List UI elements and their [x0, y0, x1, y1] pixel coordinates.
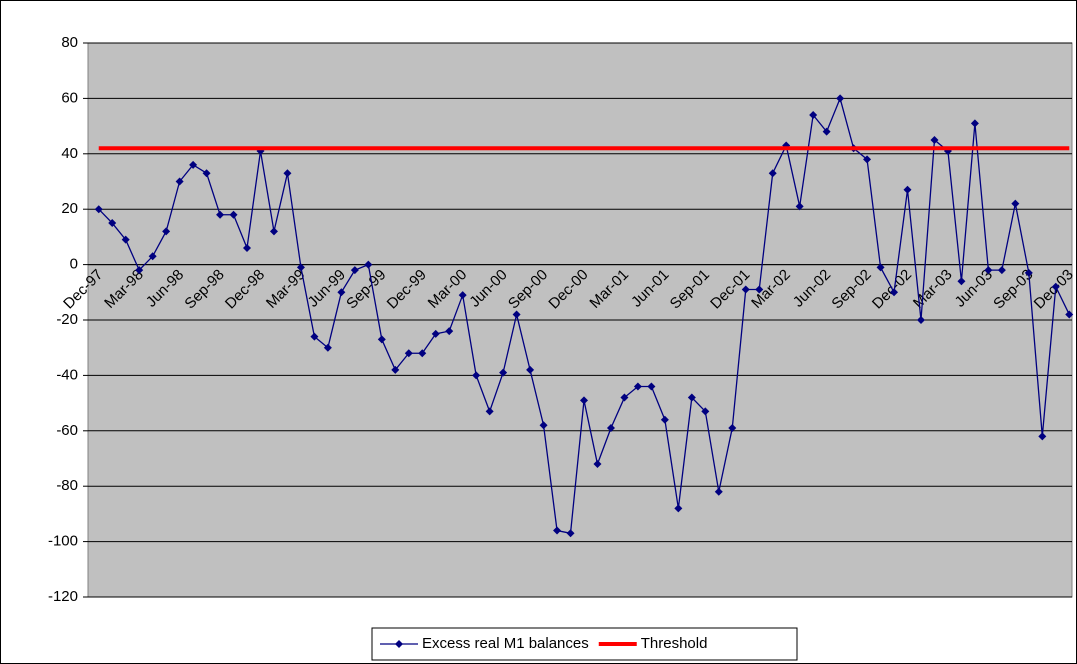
data-point: [499, 368, 508, 377]
data-point: [189, 160, 198, 169]
y-tick-label: 60: [61, 89, 78, 106]
data-point: [741, 285, 750, 294]
data-point: [809, 111, 818, 120]
data-point: [404, 349, 413, 358]
legend-box: [371, 627, 798, 661]
data-point: [1065, 310, 1074, 319]
y-tick-label: -60: [56, 422, 78, 439]
data-point: [1038, 432, 1047, 441]
data-point: [512, 310, 521, 319]
legend-marker: [395, 640, 403, 648]
data-point: [957, 277, 966, 286]
data-point: [714, 487, 723, 496]
data-point: [633, 382, 642, 391]
data-point: [431, 329, 440, 338]
y-tick-label: -40: [56, 366, 78, 383]
data-point: [903, 185, 912, 194]
data-point: [1051, 282, 1060, 291]
data-point: [472, 371, 481, 380]
data-point: [606, 424, 615, 433]
data-point: [135, 266, 144, 275]
data-point: [94, 205, 103, 214]
data-point: [593, 460, 602, 469]
legend-label: Threshold: [641, 635, 708, 652]
data-point: [526, 365, 535, 374]
data-point: [310, 332, 319, 341]
data-point: [148, 252, 157, 261]
data-point: [795, 202, 804, 211]
legend: Excess real M1 balances Threshold: [371, 627, 798, 661]
data-point: [458, 291, 467, 300]
data-point: [997, 266, 1006, 275]
data-point: [876, 263, 885, 272]
data-point: [580, 396, 588, 405]
data-point: [701, 407, 710, 416]
data-point: [445, 327, 454, 336]
data-point: [216, 210, 225, 219]
y-tick-label: 0: [70, 256, 78, 273]
y-tick-label: -100: [48, 533, 78, 550]
data-point: [647, 382, 656, 391]
y-tick-label: -20: [56, 311, 78, 328]
data-point: [108, 219, 117, 228]
y-tick-label: -80: [56, 477, 78, 494]
data-point: [162, 227, 171, 236]
data-point: [674, 504, 683, 513]
data-point: [337, 288, 346, 297]
data-point: [620, 393, 629, 402]
data-point: [553, 526, 562, 535]
data-point: [229, 210, 238, 219]
data-point: [539, 421, 548, 430]
data-point: [863, 155, 872, 164]
legend-label: Excess real M1 balances: [422, 635, 589, 652]
y-tick-label: 40: [61, 145, 78, 162]
data-point: [202, 169, 211, 178]
data-point: [1011, 199, 1020, 208]
data-point: [822, 127, 831, 136]
data-point: [377, 335, 386, 344]
data-point: [930, 135, 939, 144]
data-point: [916, 316, 925, 324]
data-point: [391, 365, 400, 374]
data-point: [890, 288, 899, 297]
data-point: [687, 393, 696, 402]
data-point: [768, 169, 777, 178]
data-point: [984, 266, 993, 275]
data-point: [269, 227, 278, 236]
data-point: [350, 266, 359, 275]
data-point: [296, 263, 305, 272]
data-point: [323, 343, 332, 352]
y-tick-label: 80: [61, 34, 78, 51]
data-point: [755, 285, 764, 294]
data-point: [485, 407, 494, 416]
data-point: [243, 243, 252, 252]
data-point: [660, 415, 669, 424]
data-point: [175, 177, 184, 186]
data-point: [836, 94, 845, 103]
data-point: [418, 349, 427, 358]
data-point: [364, 260, 373, 269]
y-tick-label: -120: [48, 588, 78, 605]
data-point: [728, 424, 737, 433]
data-point: [970, 119, 979, 128]
data-point: [283, 169, 292, 178]
data-point: [566, 529, 575, 538]
data-point: [121, 235, 130, 244]
data-point: [1024, 268, 1033, 277]
y-tick-label: 20: [61, 200, 78, 217]
